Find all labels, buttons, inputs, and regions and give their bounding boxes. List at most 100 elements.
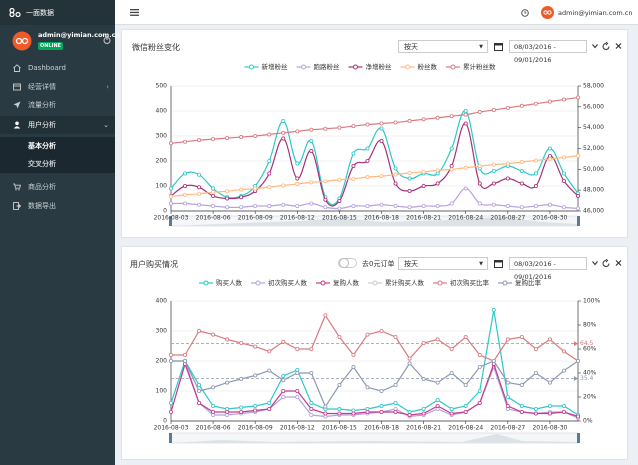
submenu-item[interactable]: 交叉分析: [0, 155, 115, 173]
point: [491, 107, 496, 112]
period-select[interactable]: 按天 ▼: [398, 257, 488, 270]
point: [393, 166, 398, 171]
point: [323, 197, 328, 202]
point: [505, 203, 510, 208]
zoom-handle[interactable]: [577, 433, 580, 443]
point: [225, 337, 230, 342]
menu-item[interactable]: 数据导出: [0, 197, 115, 215]
point: [211, 409, 216, 414]
point: [477, 353, 482, 358]
legend-label[interactable]: 累计粉丝数: [463, 62, 496, 71]
zoom-handle[interactable]: [169, 216, 172, 226]
toggle-label: 去0元订单: [362, 260, 395, 268]
zoom-handle[interactable]: [577, 216, 580, 226]
point: [519, 181, 524, 186]
menu-item[interactable]: 经营详情 ›: [0, 78, 115, 96]
x-tick-label: 2016-08-30: [532, 215, 567, 222]
point: [435, 380, 440, 385]
point: [435, 171, 440, 176]
header-avatar[interactable]: [541, 6, 554, 19]
point: [393, 203, 398, 208]
brand-name: 一面数据: [26, 9, 54, 17]
point: [463, 109, 468, 114]
legend-label[interactable]: 初次购买人数: [268, 278, 308, 287]
point: [183, 171, 188, 176]
point: [183, 139, 188, 144]
point: [561, 178, 566, 183]
legend-label[interactable]: 累计购买人数: [385, 278, 425, 287]
point: [561, 205, 566, 210]
panel-tools[interactable]: [592, 259, 624, 268]
legend-label[interactable]: 净增粉丝: [366, 62, 393, 71]
y2-tick-label: 0%: [583, 418, 593, 425]
point: [267, 171, 272, 176]
chart: 0 100 200 300 400 0% 20% 40% 60% 80% 100% 2016-08-0…: [154, 278, 600, 444]
point: [533, 171, 538, 176]
point: [463, 121, 468, 126]
period-select[interactable]: 按天 ▼: [398, 40, 488, 53]
header: admin@yimian.com.cn: [115, 0, 638, 25]
point: [561, 171, 566, 176]
y-tick-label: 100: [156, 388, 168, 395]
point: [421, 411, 426, 416]
header-user[interactable]: admin@yimian.com.cn: [558, 9, 633, 17]
point: [379, 403, 384, 408]
menu-toggle[interactable]: [130, 9, 139, 16]
zoom-handle[interactable]: [169, 433, 172, 443]
x-tick-label: 2016-08-18: [364, 215, 399, 222]
menu-item[interactable]: 流量分析: [0, 96, 115, 114]
panel-tools[interactable]: [592, 42, 624, 51]
point: [267, 158, 272, 163]
point: [533, 101, 538, 106]
submenu-item[interactable]: 基本分析: [0, 137, 115, 155]
legend-icon: [249, 64, 254, 70]
legend-label[interactable]: 复购比率: [515, 278, 542, 287]
legend-label[interactable]: 粉丝数: [418, 62, 438, 71]
point: [421, 169, 426, 174]
point: [253, 186, 258, 191]
calendar-icon[interactable]: [494, 42, 503, 51]
clock-icon[interactable]: [521, 9, 529, 17]
point: [561, 349, 566, 354]
calendar-icon[interactable]: [494, 259, 503, 268]
legend-label[interactable]: 购买人数: [216, 278, 243, 287]
menu-item[interactable]: 用户分析 ⌄: [0, 116, 115, 134]
point: [421, 183, 426, 188]
point: [365, 175, 370, 180]
power-icon[interactable]: [103, 36, 111, 44]
point: [449, 114, 454, 119]
legend-label[interactable]: 复购人数: [333, 278, 360, 287]
menu-label: Dashboard: [28, 64, 66, 72]
legend-label[interactable]: 初次购买比率: [450, 278, 490, 287]
chevron: ›: [106, 83, 109, 91]
point: [211, 385, 216, 390]
point: [351, 163, 356, 168]
point: [435, 397, 440, 402]
point: [547, 337, 552, 342]
point: [225, 136, 230, 141]
legend-label[interactable]: 新增粉丝: [262, 62, 289, 71]
point: [519, 409, 524, 414]
menu-item[interactable]: Dashboard: [0, 59, 115, 77]
point: [519, 160, 524, 165]
toggle-switch[interactable]: [338, 257, 358, 269]
icon: [13, 183, 21, 191]
date-range[interactable]: 08/03/2016 - 09/01/2016: [509, 257, 587, 281]
point: [309, 371, 314, 376]
menu-label: 商品分析: [28, 183, 56, 191]
point: [519, 335, 524, 340]
mark-line-label: 35.4: [580, 375, 594, 382]
point: [477, 201, 482, 206]
point: [449, 347, 454, 352]
legend-label[interactable]: 跑路粉丝: [314, 62, 341, 71]
point: [267, 406, 272, 411]
point: [281, 183, 286, 188]
date-range[interactable]: 08/03/2016 - 09/01/2016: [509, 40, 587, 64]
point: [337, 177, 342, 182]
point: [281, 394, 286, 399]
menu-item[interactable]: 商品分析: [0, 178, 115, 196]
point: [169, 201, 174, 206]
point: [295, 181, 300, 186]
caret: ▼: [479, 261, 483, 267]
point: [225, 380, 230, 385]
